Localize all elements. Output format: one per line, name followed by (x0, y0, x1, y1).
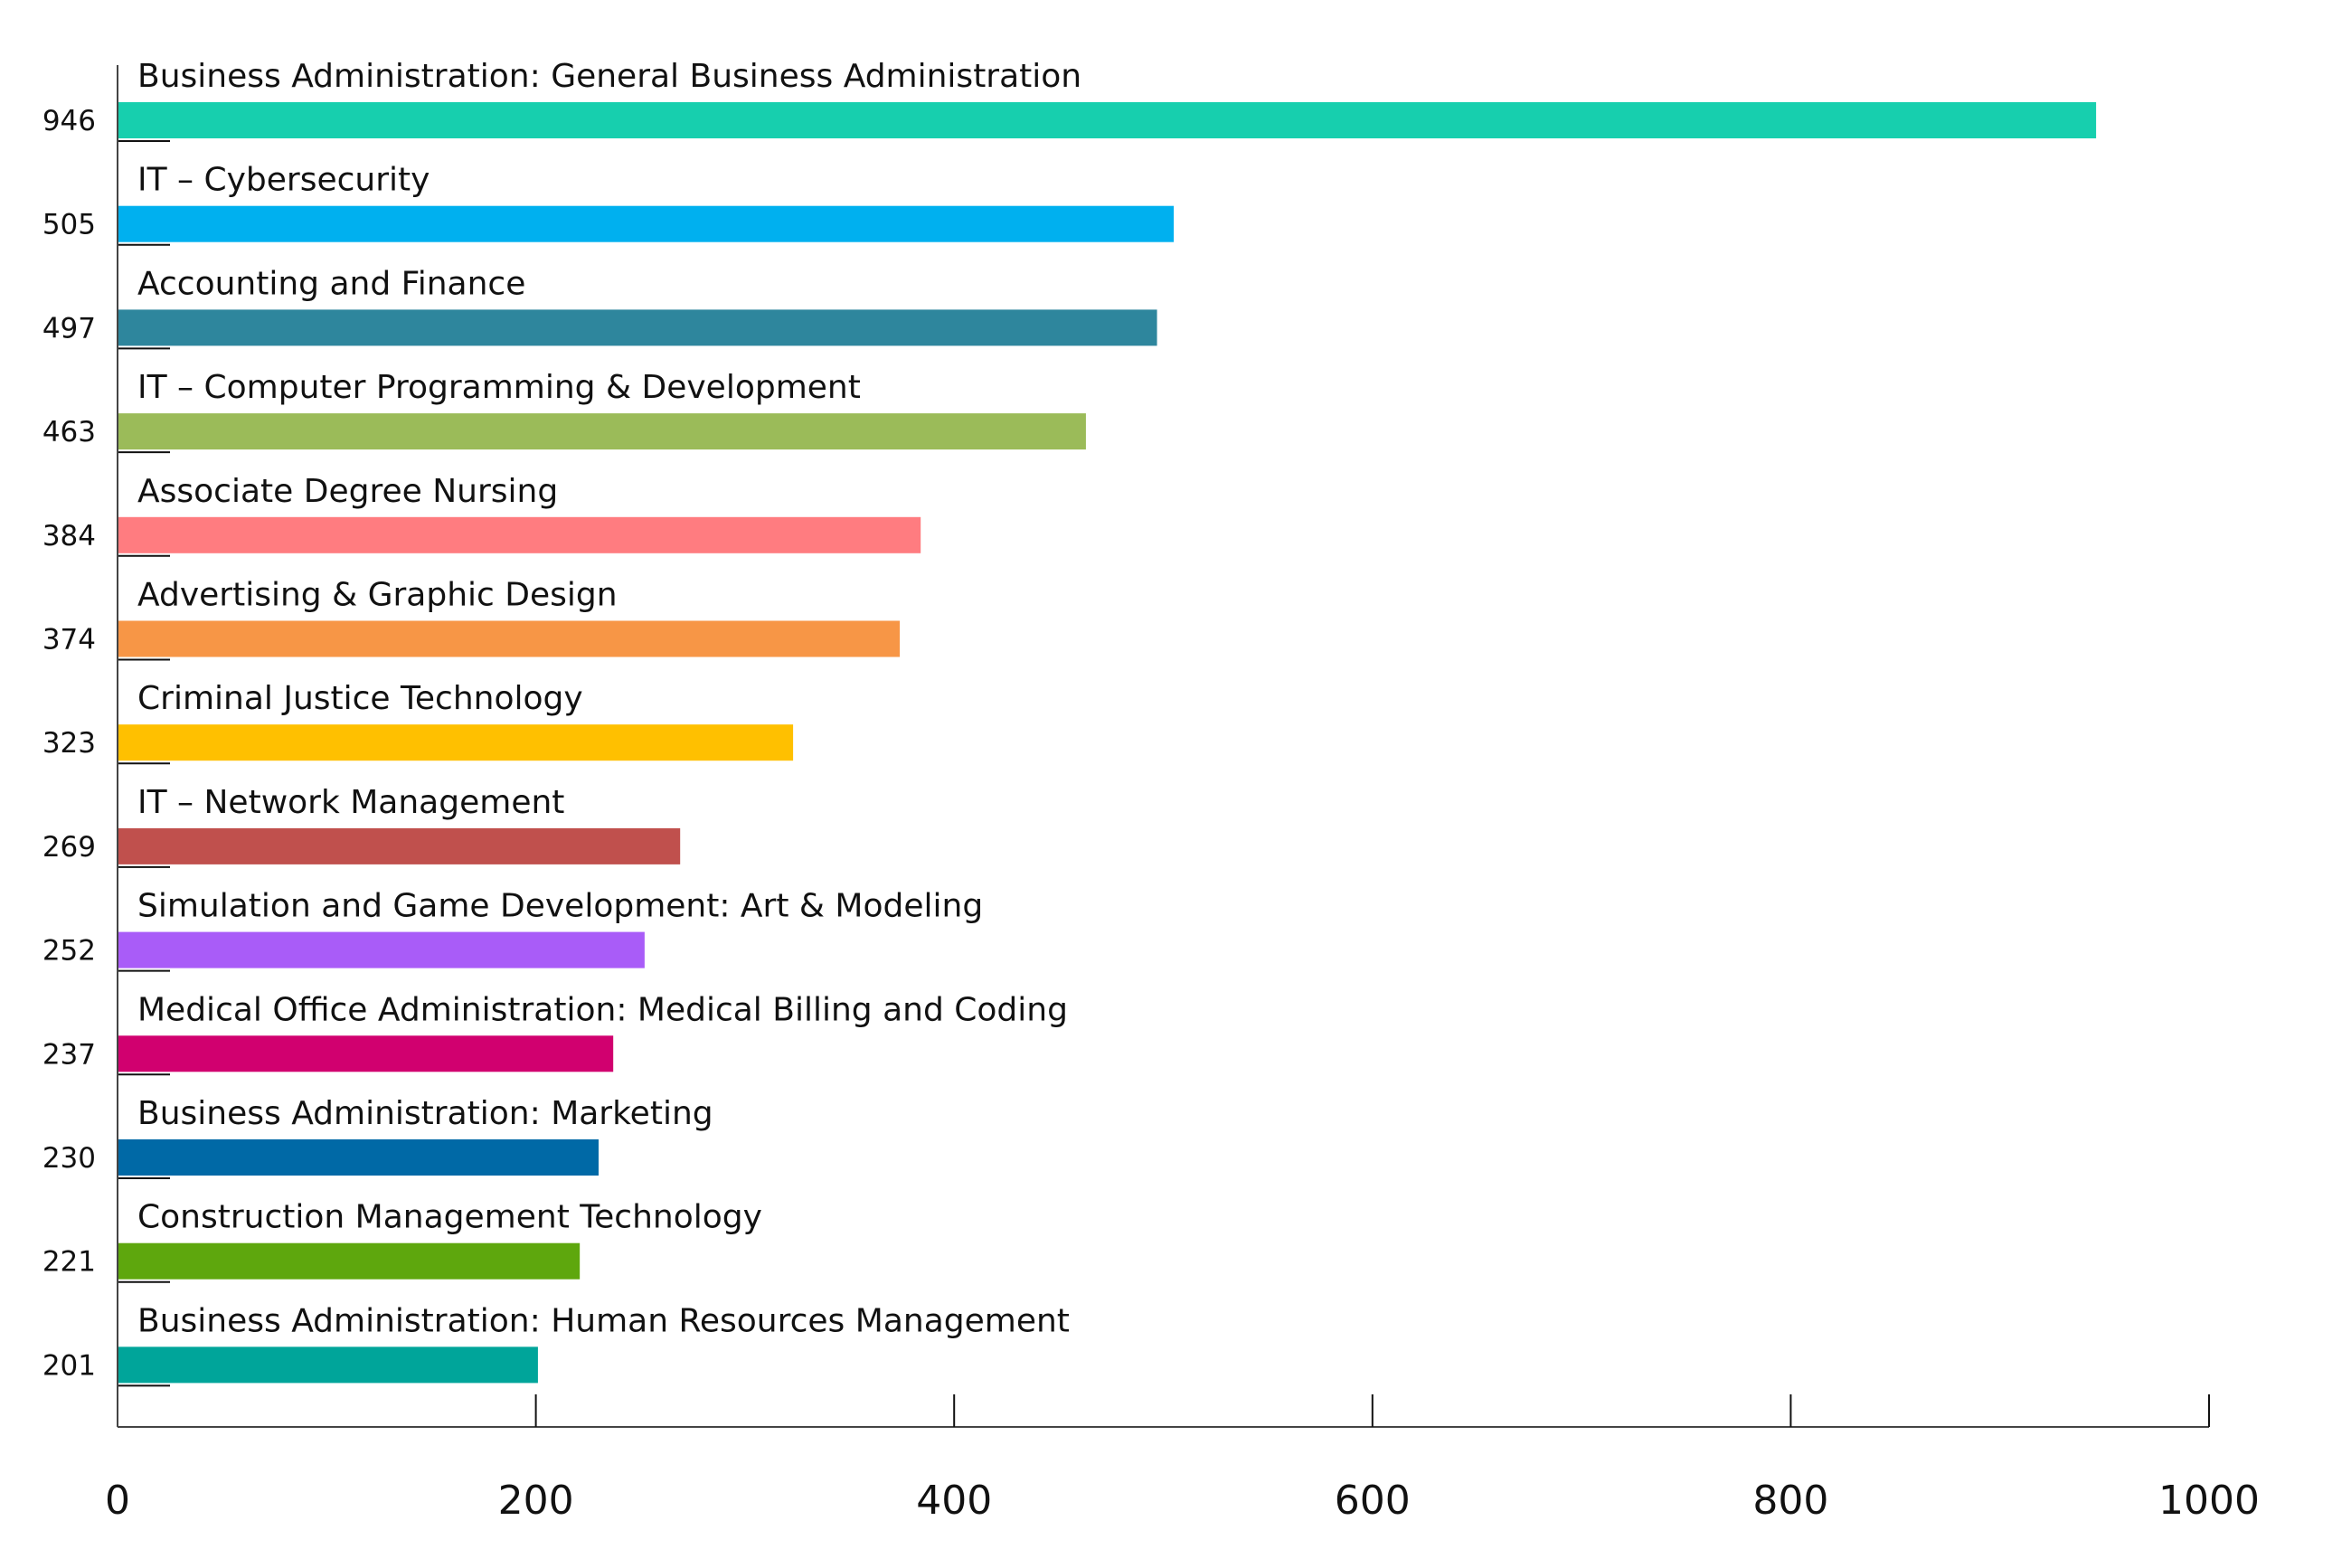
bar-row: Simulation and Game Development: Art & M… (42, 888, 983, 972)
bar-category-label: IT – Computer Programming & Development (137, 369, 861, 406)
bar-value-label: 221 (42, 1246, 96, 1279)
bar-value-label: 230 (42, 1142, 96, 1175)
bar-category-label: Business Administration: Human Resources… (137, 1302, 1070, 1339)
bar (118, 205, 1175, 242)
bar-row: Business Administration: Human Resources… (42, 1302, 1070, 1387)
bar-row: IT – Cybersecurity 505 (42, 162, 1175, 246)
bar-row: Construction Management Technology 221 (42, 1199, 762, 1283)
bar-value-label: 384 (42, 520, 96, 553)
bar-row: IT – Network Management 269 (42, 784, 681, 868)
bar-row: Medical Office Administration: Medical B… (42, 991, 1068, 1076)
bar-category-label: Construction Management Technology (137, 1199, 762, 1236)
bars-layer: Business Administration: General Busines… (42, 58, 2097, 1387)
bar-value-label: 505 (42, 209, 96, 241)
bar-category-label: Accounting and Finance (137, 265, 525, 302)
bar-value-label: 252 (42, 935, 96, 968)
bar-category-label: Simulation and Game Development: Art & M… (137, 888, 983, 925)
x-tick-label: 200 (498, 1478, 574, 1524)
bar-value-label: 463 (42, 416, 96, 449)
x-axis: 0 200 400 600 800 1000 (105, 65, 2260, 1524)
bar-category-label: Associate Degree Nursing (137, 473, 558, 510)
bar (118, 1242, 581, 1280)
bar-category-label: IT – Cybersecurity (137, 162, 430, 199)
x-tick-label: 0 (105, 1478, 130, 1524)
bar-category-label: Medical Office Administration: Medical B… (137, 991, 1068, 1028)
bar-value-label: 374 (42, 624, 96, 656)
bar-value-label: 946 (42, 105, 96, 137)
bar-row: Advertising & Graphic Design 374 (42, 577, 901, 661)
bar (118, 516, 921, 553)
bar (118, 1139, 599, 1176)
bar-value-label: 497 (42, 312, 96, 345)
bar (118, 413, 1086, 450)
bar-row: IT – Computer Programming & Development 4… (42, 369, 1086, 454)
bar (118, 931, 645, 968)
bar-row: Accounting and Finance 497 (42, 265, 1157, 350)
bar-value-label: 323 (42, 727, 96, 760)
bar-row: Associate Degree Nursing 384 (42, 473, 921, 557)
x-tick-label: 800 (1752, 1478, 1828, 1524)
bar-row: Business Administration: Marketing 230 (42, 1095, 713, 1179)
bar-value-label: 201 (42, 1349, 96, 1382)
bar-category-label: Advertising & Graphic Design (137, 577, 618, 614)
bar (118, 724, 794, 761)
bar-category-label: IT – Network Management (137, 784, 564, 821)
bar (118, 102, 2097, 138)
x-tick-label: 1000 (2158, 1478, 2260, 1524)
bar-value-label: 269 (42, 831, 96, 864)
x-tick-label: 600 (1335, 1478, 1411, 1524)
bar-row: Criminal Justice Technology 323 (42, 680, 794, 765)
bar (118, 309, 1157, 346)
x-tick-label: 400 (916, 1478, 992, 1524)
bar-row: Business Administration: General Busines… (42, 58, 2097, 142)
bar-category-label: Business Administration: Marketing (137, 1095, 713, 1132)
bar (118, 827, 681, 864)
bar (118, 1035, 614, 1072)
bar (118, 620, 901, 657)
bar-category-label: Business Administration: General Busines… (137, 58, 1081, 95)
bar (118, 1346, 538, 1384)
bar-value-label: 237 (42, 1038, 96, 1071)
bar-category-label: Criminal Justice Technology (137, 680, 583, 717)
